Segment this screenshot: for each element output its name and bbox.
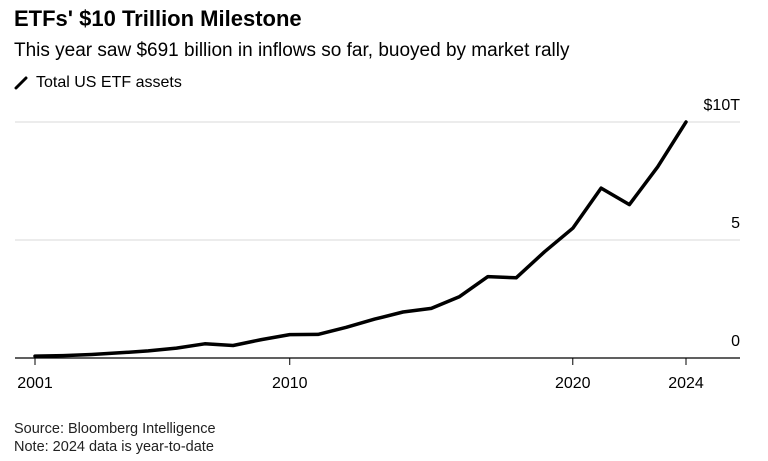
x-tick-label: 2010 <box>272 375 308 392</box>
legend-label: Total US ETF assets <box>36 74 182 91</box>
chart-title: ETFs' $10 Trillion Milestone <box>14 6 302 31</box>
y-tick-label: 5 <box>731 215 740 232</box>
data-note: Note: 2024 data is year-to-date <box>14 439 214 455</box>
legend-line-icon <box>14 76 28 90</box>
y-tick-label: 0 <box>731 333 740 350</box>
chart-subtitle: This year saw $691 billion in inflows so… <box>14 40 570 61</box>
y-tick-label: $10T <box>704 97 741 114</box>
x-tick-label: 2024 <box>668 375 704 392</box>
x-tick-label: 2020 <box>555 375 591 392</box>
source-note: Source: Bloomberg Intelligence <box>14 421 216 437</box>
x-tick-label: 2001 <box>17 375 53 392</box>
legend: Total US ETF assets <box>14 74 182 92</box>
series-line-total-us-etf-assets <box>33 120 688 358</box>
